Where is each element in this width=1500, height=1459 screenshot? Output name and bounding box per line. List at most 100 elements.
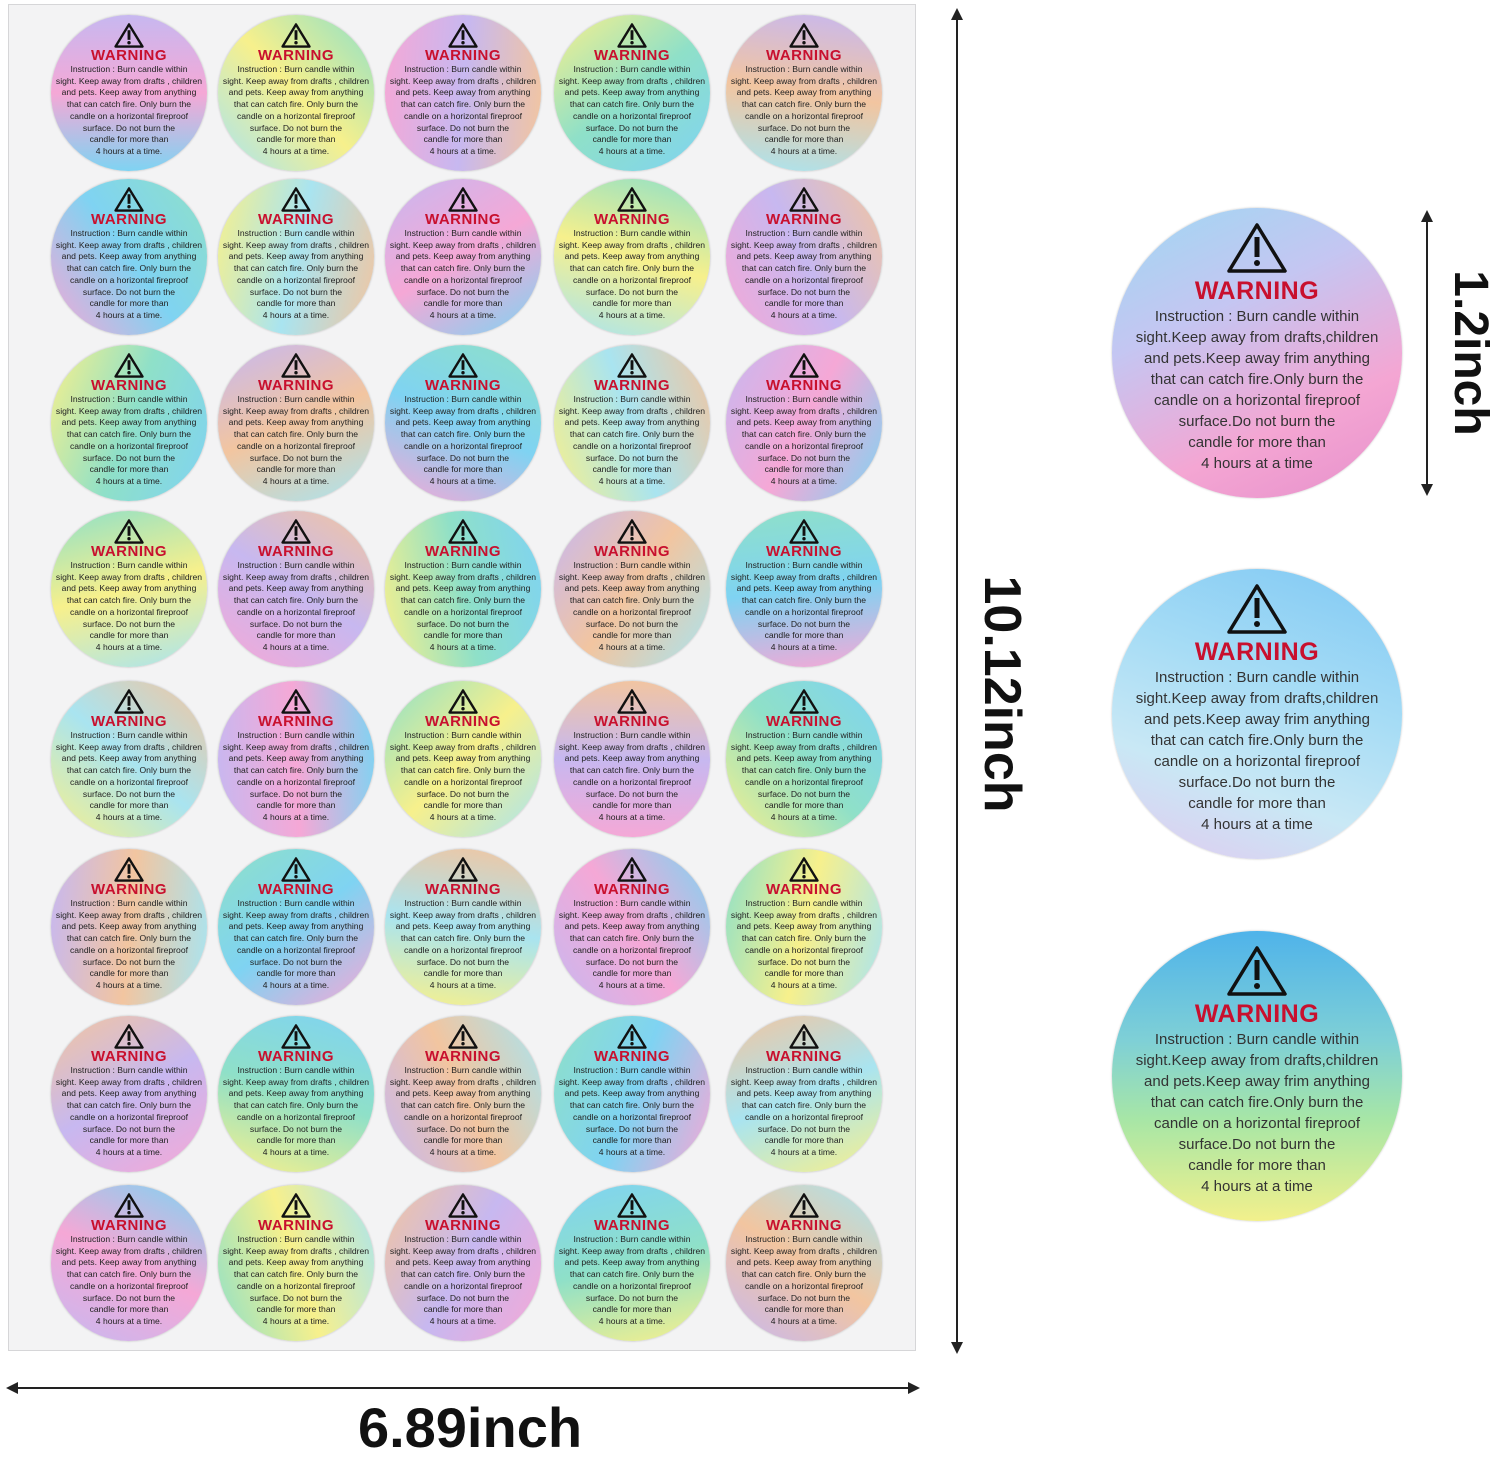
warning-heading: WARNING [594, 1217, 670, 1234]
warning-heading: WARNING [766, 713, 842, 730]
warning-instructions: Instruction : Burn candle within sight. K… [558, 394, 706, 486]
warning-triangle-icon [789, 519, 819, 544]
warning-instructions: Instruction : Burn candle within sight. K… [558, 560, 706, 652]
sheet-sticker: WARNING Instruction : Burn candle within s… [218, 849, 374, 1005]
warning-triangle-icon [1226, 222, 1288, 274]
warning-instructions: Instruction : Burn candle within sight. K… [730, 1234, 878, 1326]
sheet-sticker: WARNING Instruction : Burn candle within s… [51, 849, 207, 1005]
warning-instructions: Instruction : Burn candle within sight. K… [55, 64, 203, 156]
sheet-sticker: WARNING Instruction : Burn candle within s… [385, 849, 541, 1005]
sheet-sticker: WARNING Instruction : Burn candle within s… [726, 1016, 882, 1172]
warning-heading: WARNING [91, 1217, 167, 1234]
sheet-sticker: WARNING Instruction : Burn candle within s… [385, 345, 541, 501]
warning-instructions: Instruction : Burn candle within sight. K… [55, 1065, 203, 1157]
warning-triangle-icon [617, 689, 647, 714]
warning-triangle-icon [448, 857, 478, 882]
warning-heading: WARNING [258, 1217, 334, 1234]
warning-triangle-icon [789, 857, 819, 882]
sheet-sticker: WARNING Instruction : Burn candle within s… [218, 681, 374, 837]
warning-heading: WARNING [594, 1048, 670, 1065]
warning-instructions: Instruction : Burn candle within sight. K… [389, 1234, 537, 1326]
warning-heading: WARNING [766, 881, 842, 898]
warning-triangle-icon [789, 1024, 819, 1049]
sheet-sticker: WARNING Instruction : Burn candle within s… [385, 15, 541, 171]
sheet-sticker: WARNING Instruction : Burn candle within s… [726, 511, 882, 667]
sheet-sticker: WARNING Instruction : Burn candle within s… [385, 1016, 541, 1172]
warning-triangle-icon [281, 857, 311, 882]
warning-heading: WARNING [258, 211, 334, 228]
sheet-sticker: WARNING Instruction : Burn candle within s… [554, 1185, 710, 1341]
warning-instructions: Instruction : Burn candle within sight. K… [389, 898, 537, 990]
warning-heading: WARNING [425, 881, 501, 898]
warning-heading: WARNING [425, 1217, 501, 1234]
warning-triangle-icon [789, 1193, 819, 1218]
sample-sticker-rainbow: WARNING Instruction : Burn candle within… [1112, 931, 1402, 1221]
sample-sticker-pink: WARNING Instruction : Burn candle within… [1112, 208, 1402, 498]
warning-triangle-icon [114, 23, 144, 48]
warning-instructions: Instruction : Burn candle within sight. K… [389, 228, 537, 320]
warning-instructions: Instruction : Burn candle within sight. K… [730, 64, 878, 156]
sheet-sticker: WARNING Instruction : Burn candle within s… [51, 15, 207, 171]
warning-triangle-icon [789, 23, 819, 48]
sheet-sticker: WARNING Instruction : Burn candle within s… [218, 15, 374, 171]
sheet-sticker: WARNING Instruction : Burn candle within s… [554, 15, 710, 171]
warning-triangle-icon [617, 1193, 647, 1218]
sample-sticker-blue: WARNING Instruction : Burn candle within… [1112, 569, 1402, 859]
warning-instructions: Instruction : Burn candle within sight. K… [222, 228, 370, 320]
warning-instructions: Instruction : Burn candle within sight. K… [389, 730, 537, 822]
warning-instructions: Instruction : Burn candle within sight. K… [730, 730, 878, 822]
warning-instructions: Instruction : Burn candle within sight. K… [55, 898, 203, 990]
warning-heading: WARNING [91, 211, 167, 228]
warning-heading: WARNING [1194, 1000, 1320, 1028]
warning-instructions: Instruction : Burn candle within sight. K… [55, 730, 203, 822]
warning-instructions: Instruction : Burn candle within sight. K… [558, 64, 706, 156]
warning-triangle-icon [448, 187, 478, 212]
sheet-sticker: WARNING Instruction : Burn candle within s… [51, 511, 207, 667]
warning-instructions: Instruction : Burn candle within sight. K… [222, 1065, 370, 1157]
warning-instructions: Instruction : Burn candle within sight. K… [558, 1065, 706, 1157]
warning-heading: WARNING [91, 881, 167, 898]
warning-heading: WARNING [258, 47, 334, 64]
warning-heading: WARNING [425, 543, 501, 560]
warning-triangle-icon [789, 689, 819, 714]
warning-triangle-icon [114, 1193, 144, 1218]
warning-triangle-icon [448, 1193, 478, 1218]
warning-instructions: Instruction : Burn candle within sight. K… [558, 898, 706, 990]
warning-instructions: Instruction : Burn candle within sight. K… [55, 394, 203, 486]
warning-triangle-icon [114, 1024, 144, 1049]
warning-triangle-icon [448, 1024, 478, 1049]
sheet-sticker: WARNING Instruction : Burn candle within s… [726, 15, 882, 171]
warning-triangle-icon [281, 1193, 311, 1218]
sheet-sticker: WARNING Instruction : Burn candle within s… [554, 681, 710, 837]
sheet-sticker: WARNING Instruction : Burn candle within s… [554, 345, 710, 501]
warning-heading: WARNING [1194, 277, 1320, 305]
warning-triangle-icon [617, 23, 647, 48]
sheet-sticker: WARNING Instruction : Burn candle within s… [51, 179, 207, 335]
warning-instructions: Instruction : Burn candle within sight. K… [558, 730, 706, 822]
sheet-sticker: WARNING Instruction : Burn candle within s… [51, 1016, 207, 1172]
sheet-sticker: WARNING Instruction : Burn candle within s… [554, 179, 710, 335]
warning-heading: WARNING [258, 713, 334, 730]
warning-instructions: Instruction : Burn candle within sight. K… [389, 64, 537, 156]
warning-instructions: Instruction : Burn candle within sight. K… [222, 394, 370, 486]
warning-heading: WARNING [91, 47, 167, 64]
warning-triangle-icon [114, 689, 144, 714]
warning-instructions: Instruction : Burn candle within sight. K… [558, 1234, 706, 1326]
warning-heading: WARNING [258, 881, 334, 898]
warning-instructions: Instruction : Burn candle within sight. K… [730, 1065, 878, 1157]
warning-heading: WARNING [766, 377, 842, 394]
warning-instructions: Instruction : Burn candle within sight. K… [222, 64, 370, 156]
warning-triangle-icon [617, 519, 647, 544]
height-dimension-label: 10.12inch [973, 575, 1031, 813]
sheet-sticker: WARNING Instruction : Burn candle within s… [218, 511, 374, 667]
sheet-sticker: WARNING Instruction : Burn candle within s… [51, 1185, 207, 1341]
sheet-sticker: WARNING Instruction : Burn candle within s… [385, 681, 541, 837]
warning-heading: WARNING [766, 47, 842, 64]
warning-instructions: Instruction : Burn candle within sight. K… [389, 560, 537, 652]
warning-heading: WARNING [425, 211, 501, 228]
warning-instructions: Instruction : Burn candle within sight. K… [389, 394, 537, 486]
warning-heading: WARNING [594, 47, 670, 64]
width-dimension-label: 6.89inch [357, 1396, 583, 1459]
warning-heading: WARNING [766, 1048, 842, 1065]
warning-instructions: Instruction : Burn candle within sight. K… [222, 730, 370, 822]
